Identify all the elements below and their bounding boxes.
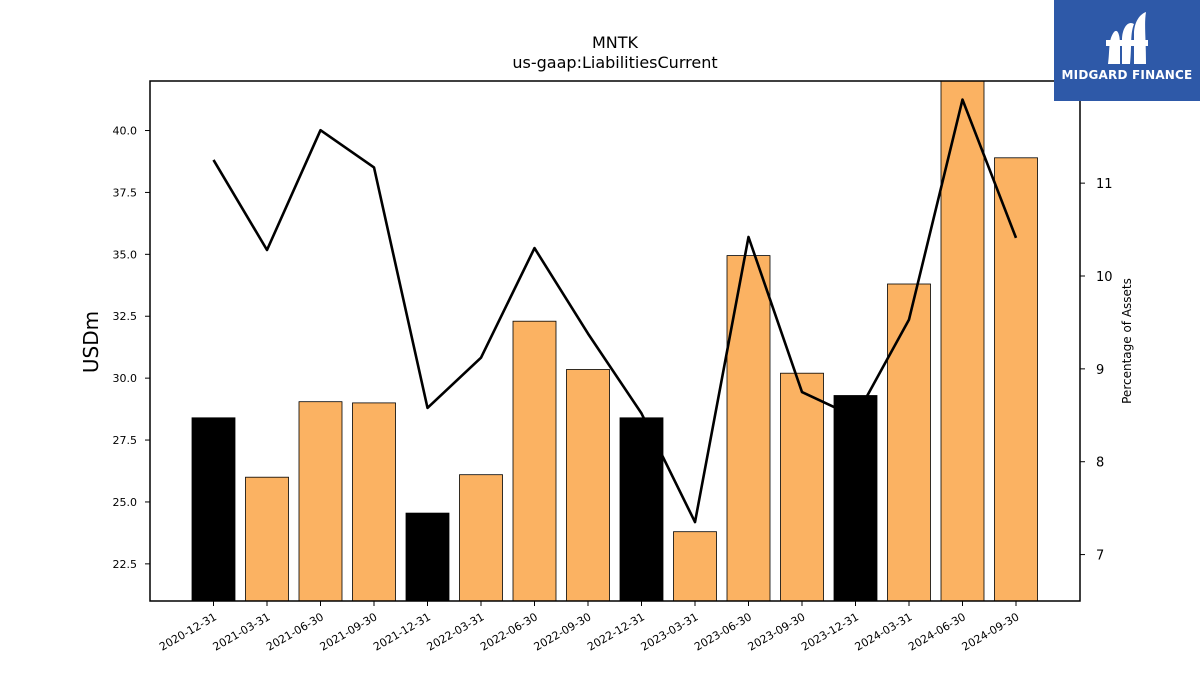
bars-group xyxy=(191,80,1038,602)
midgard-logo-icon xyxy=(1106,12,1148,65)
logo-text: MIDGARD FINANCE xyxy=(1061,68,1193,82)
y-tick-label: 35.0 xyxy=(113,248,138,261)
x-tick-label: 2020-12-31 xyxy=(157,610,219,653)
x-tick-label: 2023-06-30 xyxy=(692,610,754,653)
y2-axis-label: Percentage of Assets xyxy=(1120,278,1134,404)
bar-2022-09-30 xyxy=(566,369,610,602)
bar-2022-03-31 xyxy=(459,474,503,602)
x-tick-label: 2022-06-30 xyxy=(478,610,540,653)
bar-2022-12-31 xyxy=(619,417,664,602)
bar-2021-03-31 xyxy=(245,476,289,602)
x-tick-label: 2024-06-30 xyxy=(906,610,968,653)
bar-2021-12-31 xyxy=(405,512,450,602)
y-tick-label: 22.5 xyxy=(113,558,138,571)
chart-title: MNTK xyxy=(592,33,639,52)
percentage-line xyxy=(212,98,1018,524)
bar-2024-03-31 xyxy=(887,283,931,602)
y2-tick-label: 9 xyxy=(1096,363,1104,378)
x-tick-label: 2022-12-31 xyxy=(585,610,647,653)
x-tick-label: 2021-09-30 xyxy=(318,610,380,653)
bar-2021-09-30 xyxy=(352,402,396,602)
x-tick-label: 2023-09-30 xyxy=(746,610,808,653)
y2-tick-label: 7 xyxy=(1096,549,1104,564)
x-tick-label: 2023-12-31 xyxy=(799,610,861,653)
bar-2021-06-30 xyxy=(298,401,343,602)
line-series-group xyxy=(212,98,1018,524)
y2-tick-label: 8 xyxy=(1096,456,1104,471)
x-tick-label: 2022-03-31 xyxy=(425,610,487,653)
x-tick-label: 2021-06-30 xyxy=(264,610,326,653)
y-axis-right: 7 8 9 10 11 xyxy=(1080,177,1113,564)
bar-2023-06-30 xyxy=(726,255,771,602)
bar-2023-12-31 xyxy=(833,395,878,602)
bar-2020-12-31 xyxy=(191,417,236,602)
bar-2024-09-30 xyxy=(994,157,1038,602)
y-tick-label: 30.0 xyxy=(113,372,138,385)
y-axis-label: USDm xyxy=(79,311,103,373)
y-tick-label: 27.5 xyxy=(113,434,138,447)
y-axis-left: 22.5 25.0 27.5 30.0 32.5 35.0 37.5 40.0 xyxy=(113,125,150,571)
y-tick-label: 25.0 xyxy=(113,496,138,509)
brand-logo: MIDGARD FINANCE xyxy=(1054,0,1200,101)
y-tick-label: 37.5 xyxy=(113,186,138,199)
x-tick-label: 2024-03-31 xyxy=(853,610,915,653)
x-tick-label: 2024-09-30 xyxy=(960,610,1022,653)
bar-2022-06-30 xyxy=(512,320,557,602)
x-axis: 2020-12-312021-03-312021-06-302021-09-30… xyxy=(157,601,1022,654)
plot-frame xyxy=(149,80,1081,602)
bar-2024-06-30 xyxy=(940,80,985,602)
y2-tick-label: 10 xyxy=(1096,270,1113,285)
y2-tick-label: 11 xyxy=(1096,177,1113,192)
y-tick-label: 40.0 xyxy=(113,125,138,138)
x-tick-label: 2023-03-31 xyxy=(639,610,701,653)
x-tick-label: 2021-03-31 xyxy=(211,610,273,653)
bar-2023-03-31 xyxy=(673,531,717,602)
x-tick-label: 2022-09-30 xyxy=(532,610,594,653)
y-tick-label: 32.5 xyxy=(113,310,138,323)
bar-2023-09-30 xyxy=(780,372,824,602)
x-tick-label: 2021-12-31 xyxy=(371,610,433,653)
chart-subtitle: us-gaap:LiabilitiesCurrent xyxy=(512,53,717,72)
